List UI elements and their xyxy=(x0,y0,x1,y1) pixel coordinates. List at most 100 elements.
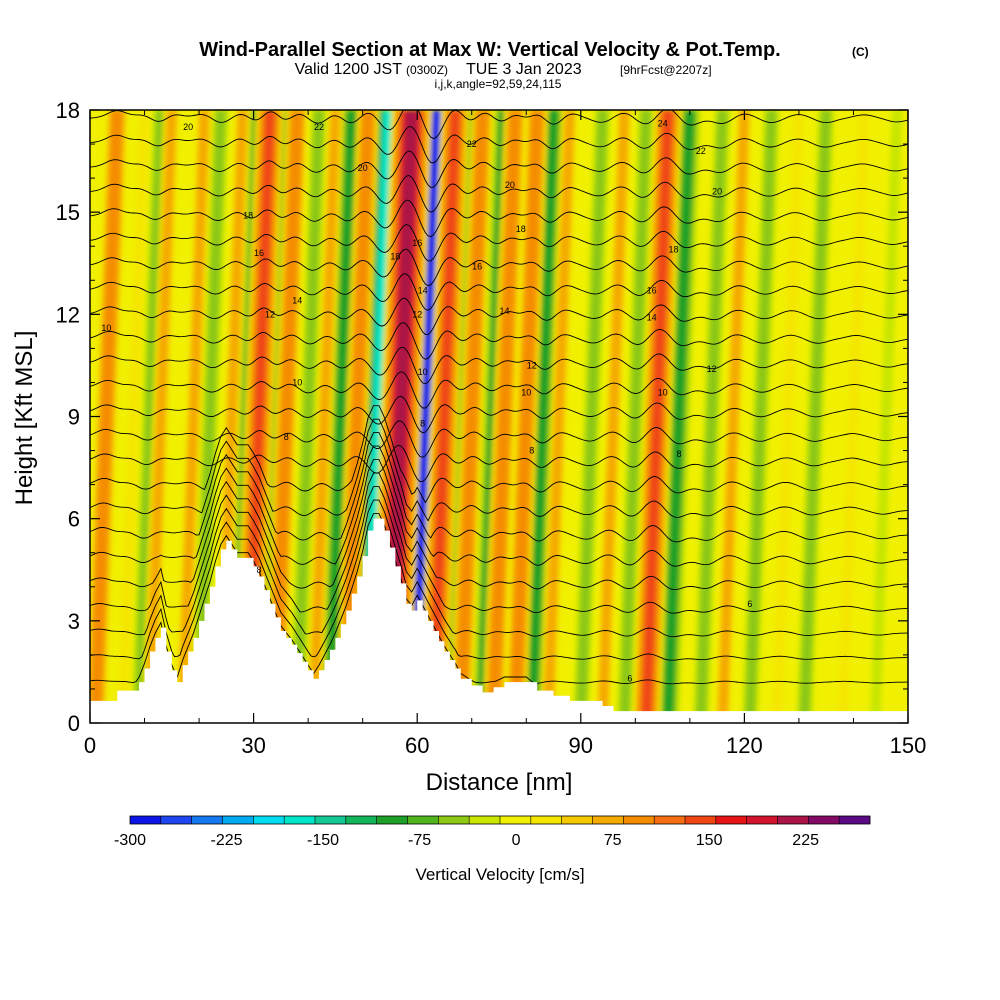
colorbar-swatch xyxy=(376,816,408,824)
theta-contour-line xyxy=(90,513,908,685)
y-tick-label: 3 xyxy=(68,609,80,634)
valid-utc-label: (0300Z) xyxy=(406,63,448,77)
theta-contour-labels: 20 22 20 18 16 12 14 10 8 18 16 14 12 10 8 22 20 18 16 14 12… xyxy=(101,119,752,684)
svg-text:18: 18 xyxy=(243,211,253,221)
svg-text:16: 16 xyxy=(412,238,422,248)
colorbar-swatch xyxy=(130,816,162,824)
contour-label: 12 xyxy=(527,360,537,370)
contour-label: 6 xyxy=(747,599,752,609)
theta-contour-line xyxy=(90,199,908,238)
y-tick-label: 15 xyxy=(56,200,80,225)
contour-label: 8 xyxy=(284,432,289,442)
theta-contour-line xyxy=(90,110,908,140)
contour-label: 18 xyxy=(243,211,253,221)
valid-date-label: TUE 3 Jan 2023 xyxy=(466,61,582,78)
contour-label: 10 xyxy=(101,323,111,333)
contour-label: 20 xyxy=(505,180,515,190)
colorbar-tick-label: 75 xyxy=(604,832,622,849)
colorbar-tick-label: 225 xyxy=(792,832,819,849)
svg-text:14: 14 xyxy=(418,285,428,295)
contour-label: 14 xyxy=(647,313,657,323)
svg-text:22: 22 xyxy=(314,122,324,132)
downdraft-band xyxy=(526,110,559,723)
theta-contour-line xyxy=(90,297,908,335)
contour-label: 10 xyxy=(418,367,428,377)
downdraft-band xyxy=(619,110,652,723)
theta-contour-line xyxy=(90,322,908,360)
updraft-band xyxy=(717,110,750,723)
theta-contours xyxy=(90,110,908,685)
x-tick-label: 0 xyxy=(84,733,96,758)
svg-text:14: 14 xyxy=(499,306,509,316)
colorbar-swatch xyxy=(407,816,439,824)
svg-text:16: 16 xyxy=(647,285,657,295)
svg-text:18: 18 xyxy=(516,224,526,234)
colorbar-tick-label: -150 xyxy=(307,832,339,849)
contour-label: 10 xyxy=(292,377,302,387)
svg-text:10: 10 xyxy=(418,367,428,377)
theta-contour-line xyxy=(90,432,908,543)
colorbar-tick-label: 150 xyxy=(696,832,723,849)
svg-text:20: 20 xyxy=(183,122,193,132)
svg-text:14: 14 xyxy=(292,296,302,306)
valid-time-label: Valid 1200 JST xyxy=(295,61,403,78)
svg-text:8: 8 xyxy=(529,446,534,456)
colorbar-swatch xyxy=(222,816,254,824)
colorbar-swatch xyxy=(654,816,686,824)
svg-text:10: 10 xyxy=(101,323,111,333)
contour-label: 6 xyxy=(627,674,632,684)
x-tick-label: 90 xyxy=(569,733,593,758)
updraft-band xyxy=(771,110,805,723)
svg-text:8: 8 xyxy=(257,565,262,575)
updraft-band xyxy=(117,110,150,723)
updraft-band xyxy=(542,110,576,723)
colorbar-swatch xyxy=(715,816,747,824)
theta-contour-line xyxy=(90,126,908,164)
svg-text:20: 20 xyxy=(712,187,722,197)
contour-label: 18 xyxy=(668,245,678,255)
colorbar-swatch xyxy=(530,816,562,824)
svg-text:8: 8 xyxy=(420,418,425,428)
contour-label: 24 xyxy=(658,119,668,129)
y-tick-label: 12 xyxy=(56,302,80,327)
contour-label: 14 xyxy=(499,306,509,316)
downdraft-band xyxy=(695,110,728,723)
contour-label: 10 xyxy=(658,388,668,398)
x-tick-label: 30 xyxy=(241,733,265,758)
colorbar-swatch xyxy=(592,816,624,824)
contour-label: 20 xyxy=(358,163,368,173)
svg-text:20: 20 xyxy=(358,163,368,173)
colorbar-tick-label: 0 xyxy=(512,832,521,849)
svg-text:12: 12 xyxy=(412,309,422,319)
colorbar-swatch xyxy=(561,816,593,824)
terrain-mask xyxy=(90,518,908,723)
colorbar-swatch xyxy=(839,816,871,824)
contour-label: 8 xyxy=(529,446,534,456)
contour-label: 16 xyxy=(254,248,264,258)
theta-contour-line xyxy=(90,459,908,591)
svg-text:6: 6 xyxy=(747,599,752,609)
svg-text:10: 10 xyxy=(658,388,668,398)
updraft-band xyxy=(270,110,303,723)
svg-text:8: 8 xyxy=(676,449,681,459)
colorbar-tick-label: -300 xyxy=(114,832,146,849)
theta-contour-line xyxy=(90,445,908,567)
svg-text:16: 16 xyxy=(254,248,264,258)
downdraft-band xyxy=(324,110,357,723)
theta-contour-line xyxy=(90,499,908,661)
updraft-band xyxy=(455,110,488,723)
svg-text:12: 12 xyxy=(265,309,275,319)
theta-contour-line xyxy=(90,273,908,311)
svg-text:24: 24 xyxy=(658,119,668,129)
contour-label: 14 xyxy=(292,296,302,306)
y-tick-label: 18 xyxy=(56,98,80,123)
theta-contour-line xyxy=(90,444,908,483)
y-tick-label: 0 xyxy=(68,711,80,736)
section-params-label: i,j,k,angle=92,59,24,115 xyxy=(435,77,562,91)
contour-label: 12 xyxy=(707,364,717,374)
theta-contour-line xyxy=(90,150,908,188)
contour-label: 20 xyxy=(183,122,193,132)
updraft-band xyxy=(90,110,123,723)
svg-text:12: 12 xyxy=(527,360,537,370)
